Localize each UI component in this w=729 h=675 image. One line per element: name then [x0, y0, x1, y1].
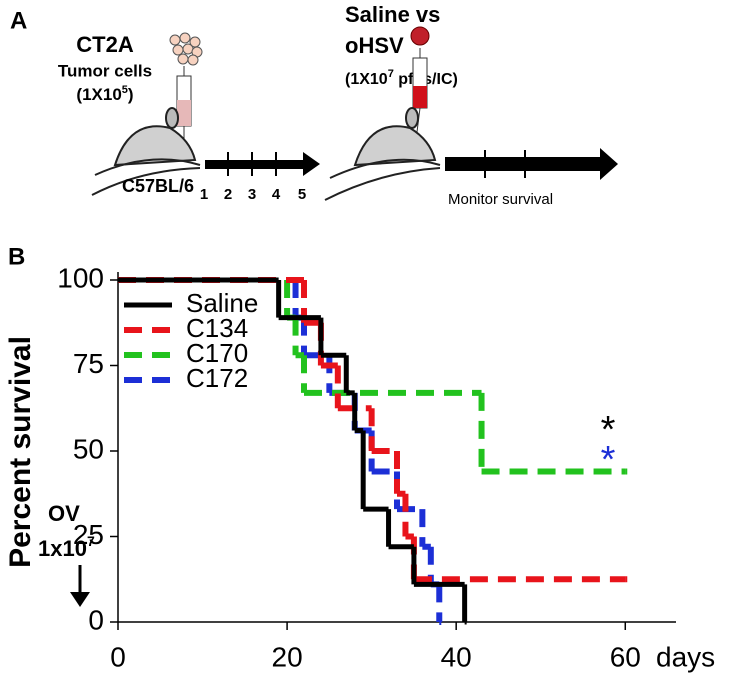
panel-label: B — [8, 243, 25, 270]
dose-exp: 5 — [122, 84, 128, 96]
significance-star: * — [601, 439, 616, 481]
day-label: 2 — [224, 186, 232, 203]
dose-close: ) — [128, 85, 134, 104]
y-tick-label: 0 — [88, 604, 104, 635]
cells-title: CT2A — [76, 32, 134, 57]
virus-dose: (1X107 pfus/IC) — [345, 68, 458, 88]
dose-base: (1X10 — [345, 71, 388, 88]
timeline-arrow — [205, 152, 320, 176]
dose-base: 1x10 — [38, 536, 87, 561]
virus-icon — [410, 26, 430, 46]
day-label: 1 — [200, 186, 208, 203]
x-tick-label: 40 — [441, 641, 472, 672]
day-label: 3 — [248, 186, 256, 203]
panel-label: A — [10, 7, 27, 34]
ov-arrow — [70, 565, 90, 607]
cells-subtitle: Tumor cells — [58, 61, 152, 80]
x-tick-label: 20 — [272, 641, 303, 672]
x-axis-label: days — [656, 641, 715, 672]
legend-label: C134 — [186, 313, 248, 343]
y-tick-label: 25 — [73, 519, 104, 550]
cells-dose: (1X105) — [76, 84, 133, 105]
annotation: OV — [48, 501, 80, 526]
treatment-title: Saline vs — [345, 2, 440, 27]
x-tick-label: 60 — [610, 641, 641, 672]
x-tick-label: 0 — [110, 641, 126, 672]
mouse — [324, 107, 441, 201]
cells-icon — [169, 32, 203, 66]
y-tick-label: 100 — [57, 262, 104, 293]
annotation: 1x107 — [38, 533, 95, 561]
strain: C57BL/6 — [122, 176, 194, 196]
dose-exp: 7 — [388, 68, 394, 80]
monitor-label: Monitor survival — [448, 191, 553, 208]
day-label: 5 — [298, 186, 306, 203]
legend-label: C172 — [186, 363, 248, 393]
y-tick-label: 50 — [73, 433, 104, 464]
dose-base: (1X10 — [76, 85, 121, 104]
treatment-title: oHSV — [345, 33, 404, 58]
mouse — [91, 107, 201, 196]
timeline-arrow — [445, 148, 618, 180]
day-label: 4 — [272, 186, 281, 203]
legend-label: Saline — [186, 288, 258, 318]
y-tick-label: 75 — [73, 348, 104, 379]
syringe — [412, 48, 428, 141]
y-axis-label: Percent survival — [4, 336, 37, 568]
significance-star: * — [601, 409, 616, 451]
dose-exp: 7 — [87, 533, 95, 549]
legend-label: C170 — [186, 338, 248, 368]
